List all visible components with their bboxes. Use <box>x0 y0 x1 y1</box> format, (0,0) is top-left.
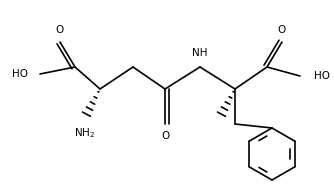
Text: O: O <box>161 131 169 141</box>
Text: O: O <box>56 25 64 35</box>
Text: NH: NH <box>192 48 208 58</box>
Text: HO: HO <box>314 71 330 81</box>
Text: O: O <box>278 25 286 35</box>
Text: HO: HO <box>12 69 28 79</box>
Text: NH$_2$: NH$_2$ <box>74 126 96 140</box>
